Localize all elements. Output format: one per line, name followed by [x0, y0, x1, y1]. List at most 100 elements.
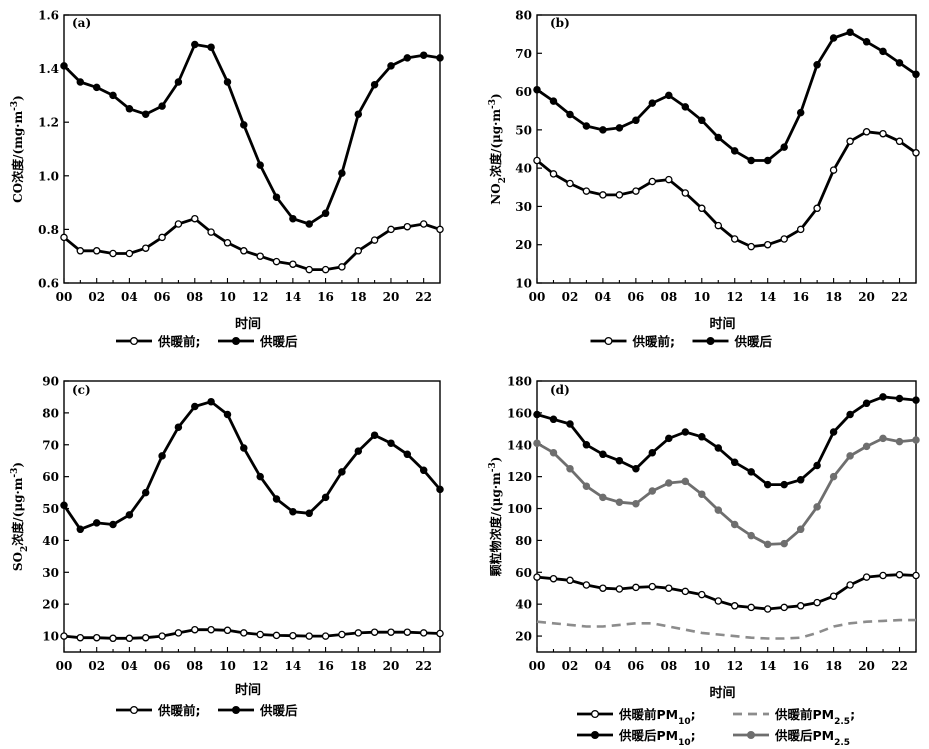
data-point [549, 97, 558, 105]
x-tick-label: 16 [792, 290, 809, 304]
data-point [730, 458, 739, 467]
x-tick-label: 06 [154, 659, 171, 673]
x-tick-label: 14 [759, 659, 776, 673]
data-point [370, 80, 379, 89]
y-tick-label: 70 [515, 47, 532, 61]
data-point [648, 99, 657, 107]
data-point [305, 632, 313, 640]
data-point [566, 464, 574, 473]
x-axis-label: 时间 [235, 682, 261, 698]
data-point [912, 396, 920, 404]
data-point [419, 629, 428, 637]
data-point [403, 222, 412, 231]
data-point [615, 124, 624, 132]
data-point [240, 121, 248, 129]
data-point [648, 448, 657, 457]
data-point [403, 628, 412, 636]
x-tick-label: 00 [56, 290, 73, 304]
data-point [599, 493, 607, 502]
data-point [665, 175, 673, 184]
data-point [272, 193, 281, 201]
legend-label: 供暖后 [734, 334, 773, 349]
data-point [846, 410, 854, 419]
data-point [305, 220, 313, 228]
data-point [829, 166, 838, 174]
y-tick-label: 0.6 [38, 277, 59, 291]
legend-label: 供暖后PM2.5 [774, 728, 850, 748]
data-point [387, 628, 395, 636]
data-point [436, 485, 444, 494]
data-point [60, 632, 68, 640]
legend-label: 供暖前; [157, 334, 201, 349]
y-axis-label: NO2浓度/(μg·m-3) [488, 93, 508, 205]
data-point [862, 442, 871, 451]
data-point [419, 51, 428, 59]
x-tick-label: 16 [792, 659, 809, 673]
x-tick-label: 12 [726, 290, 743, 304]
x-tick-label: 04 [121, 290, 138, 304]
data-point [582, 122, 591, 130]
data-point [76, 525, 85, 534]
data-point [321, 632, 330, 640]
data-point [665, 479, 673, 487]
data-point [256, 252, 264, 260]
y-tick-label: 140 [507, 438, 532, 452]
data-point [879, 571, 887, 580]
data-point [747, 468, 755, 476]
data-point [256, 161, 264, 169]
chart-panel-4: (d) 20 40 60 80 100 120 140 160 180 00 02 04 06 08 10 12… [488, 375, 920, 748]
legend-label: 供暖前PM2.5; [774, 707, 855, 727]
data-point [125, 105, 134, 113]
y-tick-label: 40 [515, 598, 532, 612]
x-tick-label: 04 [121, 659, 138, 673]
x-tick-label: 12 [252, 290, 269, 304]
data-point [174, 629, 183, 637]
data-point [76, 78, 85, 86]
data-point [714, 221, 723, 230]
series-line-1 [63, 628, 441, 640]
data-point [207, 625, 215, 634]
data-point [566, 576, 574, 585]
data-point [632, 583, 640, 592]
x-tick-label: 08 [186, 659, 203, 673]
data-point [419, 220, 428, 228]
data-point [370, 431, 379, 439]
data-point [370, 628, 379, 636]
data-point [566, 179, 574, 188]
y-axis-label: SO2浓度/(μg·m-3) [10, 462, 30, 571]
x-tick-label: 16 [317, 290, 334, 304]
data-point [780, 603, 788, 612]
legend-label: 供暖前; [632, 334, 676, 349]
data-point [879, 129, 887, 138]
y-tick-label: 1.4 [38, 62, 59, 76]
data-point [289, 214, 297, 223]
data-point [549, 574, 558, 583]
series-line-1 [63, 217, 441, 271]
legend-label: 供暖后 [259, 703, 298, 718]
y-tick-label: 50 [515, 123, 532, 137]
data-point [763, 540, 772, 549]
data-point [582, 187, 591, 195]
y-tick-label: 30 [42, 566, 59, 580]
y-tick-label: 80 [42, 406, 59, 420]
x-tick-label: 12 [726, 659, 743, 673]
data-point [681, 189, 690, 197]
data-point [714, 444, 723, 452]
data-point [92, 519, 101, 527]
data-point [223, 626, 232, 635]
data-point [582, 482, 591, 490]
data-point [549, 170, 558, 178]
data-point [714, 133, 723, 142]
data-point [846, 452, 854, 460]
data-point [599, 126, 607, 134]
data-point [109, 634, 117, 643]
data-point [92, 247, 101, 255]
x-tick-label: 02 [562, 290, 579, 304]
data-point [272, 631, 281, 640]
x-tick-label: 22 [415, 290, 432, 304]
data-point [191, 40, 199, 49]
data-point [92, 633, 101, 642]
data-point [829, 592, 838, 600]
data-point [158, 233, 166, 242]
data-point [632, 464, 640, 473]
